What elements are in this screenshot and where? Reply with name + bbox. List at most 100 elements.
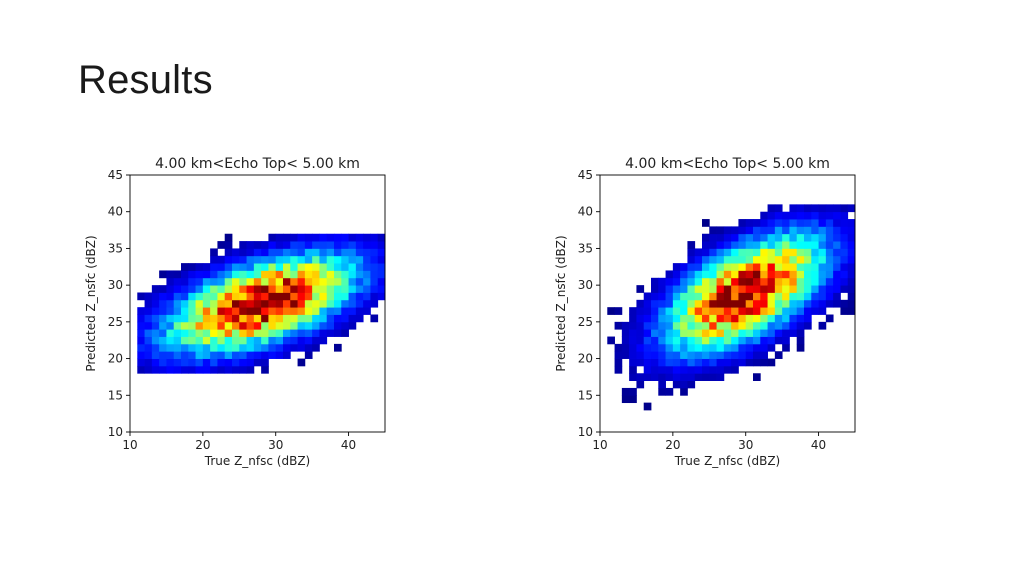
heatmap-cell xyxy=(312,233,320,242)
heatmap-cell xyxy=(341,241,349,249)
heatmap-cell xyxy=(621,329,630,337)
heatmap-cell xyxy=(753,277,761,286)
heatmap-cell xyxy=(363,277,371,286)
heatmap-cell xyxy=(312,263,320,271)
heatmap-cell xyxy=(731,299,739,308)
heatmap-cell xyxy=(224,299,233,308)
heatmap-cell xyxy=(847,241,856,249)
heatmap-cell xyxy=(202,270,211,279)
heatmap-cell xyxy=(687,343,696,352)
heatmap-cell xyxy=(202,329,211,337)
heatmap-cell xyxy=(702,351,710,359)
heatmap-cell xyxy=(760,307,768,315)
heatmap-cell xyxy=(261,358,269,367)
heatmap-cell xyxy=(804,219,812,227)
heatmap-cell xyxy=(217,351,226,359)
heatmap-cell xyxy=(680,307,688,315)
heatmap-cell xyxy=(253,307,262,315)
heatmap-cell xyxy=(290,329,298,337)
heatmap-cell xyxy=(341,299,349,308)
heatmap-cell xyxy=(702,277,710,286)
heatmap-cell xyxy=(224,277,233,286)
heatmap-cell xyxy=(731,314,739,323)
heatmap-cell xyxy=(614,307,623,315)
heatmap-cell xyxy=(811,270,819,279)
heatmap-cell xyxy=(239,314,247,323)
heatmap-cell xyxy=(665,336,674,345)
heatmap-cell xyxy=(377,255,386,264)
heatmap-cell xyxy=(767,255,776,264)
heatmap-cell xyxy=(716,329,725,337)
heatmap-cell xyxy=(348,285,357,293)
heatmap-cell xyxy=(224,263,233,271)
heatmap-cell xyxy=(723,358,732,367)
heatmap-cell xyxy=(636,358,645,367)
heatmap-cell xyxy=(709,233,717,242)
heatmap-cell xyxy=(363,241,371,249)
heatmap-cell xyxy=(334,343,342,352)
heatmap-cell xyxy=(246,358,255,367)
heatmap-cell xyxy=(723,321,732,330)
heatmap-cell xyxy=(753,351,761,359)
heatmap-cell xyxy=(753,358,761,367)
heatmap-cell xyxy=(151,351,160,359)
heatmap-cell xyxy=(224,365,233,374)
heatmap-cell xyxy=(621,351,630,359)
heatmap-cell xyxy=(144,299,153,308)
heatmap-cell xyxy=(738,241,747,249)
heatmap-cell xyxy=(159,321,167,330)
heatmap-cell xyxy=(355,241,364,249)
heatmap-cell xyxy=(173,314,182,323)
heatmap-cell xyxy=(694,351,703,359)
heatmap-cell xyxy=(210,351,218,359)
heatmap-cell xyxy=(658,380,666,389)
heatmap-cell xyxy=(782,226,790,235)
heatmap-cell xyxy=(181,329,189,337)
heatmap-cell xyxy=(275,336,284,345)
heatmap-cell xyxy=(782,307,790,315)
heatmap-cell xyxy=(687,336,696,345)
heatmap-cell xyxy=(283,292,291,301)
x-tick-label: 10 xyxy=(592,438,607,452)
heatmap-cell xyxy=(694,365,703,374)
heatmap-cell xyxy=(665,329,674,337)
heatmap-cell xyxy=(188,314,196,323)
heatmap-cell xyxy=(283,343,291,352)
heatmap-cell xyxy=(745,358,754,367)
heatmap-cell xyxy=(334,321,342,330)
heatmap-cell xyxy=(767,233,776,242)
heatmap-cell xyxy=(723,314,732,323)
heatmap-cell xyxy=(767,329,776,337)
heatmap-cell xyxy=(833,211,841,220)
heatmap-cell xyxy=(232,365,240,374)
heatmap-cell xyxy=(181,285,189,293)
heatmap-cell xyxy=(658,321,666,330)
heatmap-cell xyxy=(716,314,725,323)
heatmap-cell xyxy=(312,307,320,315)
heatmap-cell xyxy=(753,255,761,264)
heatmap-cell xyxy=(188,263,196,271)
heatmap-cell xyxy=(195,270,204,279)
heatmap-cell xyxy=(137,314,145,323)
heatmap-cell xyxy=(232,307,240,315)
heatmap-cell xyxy=(341,233,349,242)
heatmap-cell xyxy=(658,336,666,345)
heatmap-cell xyxy=(767,219,776,227)
heatmap-cell xyxy=(195,321,204,330)
heatmap-cell xyxy=(261,321,269,330)
heatmap-cell xyxy=(694,299,703,308)
heatmap-cell xyxy=(268,292,277,301)
heatmap-cell xyxy=(283,233,291,242)
heatmap-cell xyxy=(702,307,710,315)
heatmap-cell xyxy=(760,226,768,235)
heatmap-cell xyxy=(723,248,732,257)
heatmap-cell xyxy=(745,277,754,286)
heatmap-cell xyxy=(355,270,364,279)
heatmap-cell xyxy=(825,292,834,301)
heatmap-cell xyxy=(224,233,233,242)
heatmap-cell xyxy=(702,285,710,293)
heatmap-cell xyxy=(326,263,335,271)
heatmap-cell xyxy=(680,285,688,293)
heatmap-cell xyxy=(159,351,167,359)
heatmap-cell xyxy=(716,292,725,301)
